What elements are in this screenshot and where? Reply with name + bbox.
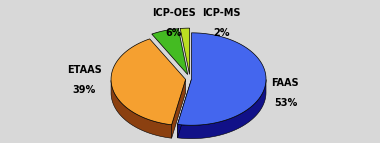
Text: 2%: 2% <box>213 27 230 37</box>
Polygon shape <box>177 80 266 139</box>
Polygon shape <box>172 79 185 138</box>
Text: 53%: 53% <box>274 98 297 108</box>
Text: 39%: 39% <box>73 85 96 95</box>
Text: FAAS: FAAS <box>272 78 299 88</box>
Text: ICP-MS: ICP-MS <box>202 8 241 18</box>
Polygon shape <box>177 33 266 125</box>
Polygon shape <box>111 80 172 138</box>
Polygon shape <box>177 79 192 138</box>
Polygon shape <box>152 29 188 75</box>
Text: ETAAS: ETAAS <box>67 65 101 75</box>
Text: ICP-OES: ICP-OES <box>152 8 195 18</box>
Text: 6%: 6% <box>165 27 182 37</box>
Polygon shape <box>111 39 185 125</box>
Polygon shape <box>180 28 190 74</box>
